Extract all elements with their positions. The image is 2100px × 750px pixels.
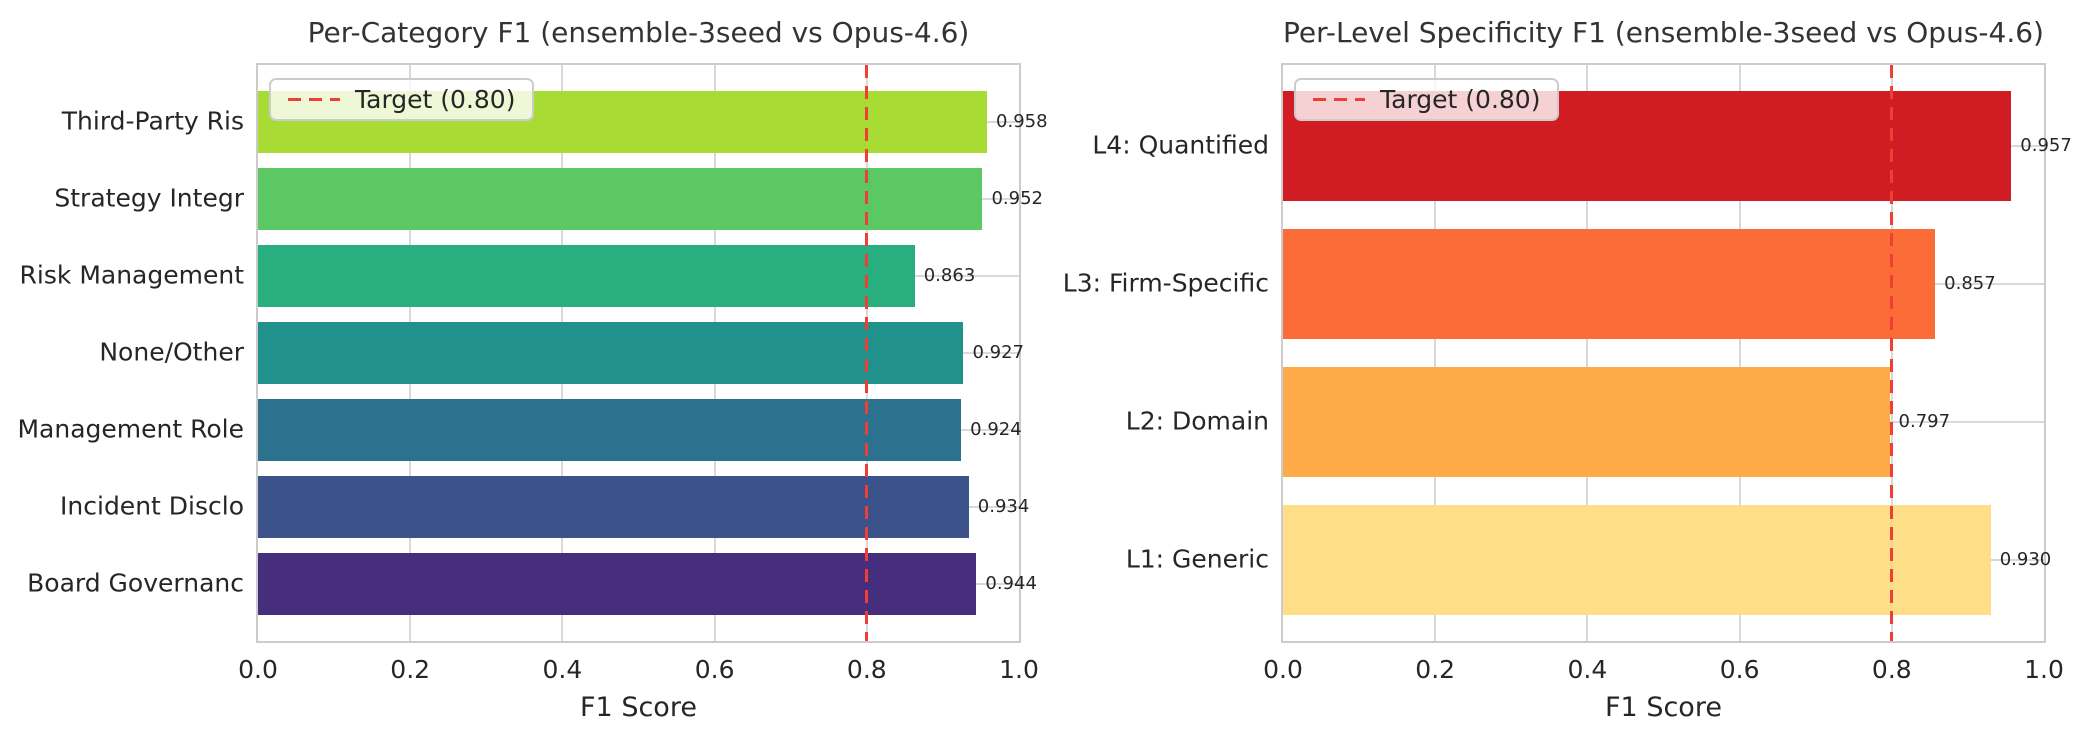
y-tick-label: Incident Disclo <box>60 491 244 521</box>
bar-management-role <box>258 399 962 461</box>
bar-value-label: 0.927 <box>972 342 1024 363</box>
bar-value-label: 0.857 <box>1944 273 1996 295</box>
bar-board-governanc <box>258 553 977 615</box>
bar-l3-firm-specific <box>1283 228 1936 340</box>
plot-area: Target (0.80) 0.958 0.952 0.863 0.927 0.924 0… <box>256 63 1048 643</box>
x-tick-label: 0.6 <box>1719 655 1760 684</box>
bar-incident-disclo <box>258 476 969 538</box>
x-tick-label: 0.0 <box>238 655 278 684</box>
x-axis-label: F1 Score <box>1605 692 1722 723</box>
x-tick-label: 1.0 <box>999 655 1039 684</box>
y-tick-label: Third-Party Ris <box>61 106 244 136</box>
y-tick-label: Risk Management <box>19 260 244 290</box>
bar-value-label: 0.934 <box>977 496 1030 517</box>
legend: Target (0.80) <box>1294 78 1560 121</box>
gridline-x <box>1738 65 1741 641</box>
x-tick-label: 0.4 <box>1567 655 1608 684</box>
bar-value-label: 0.863 <box>923 264 976 286</box>
legend-label: Target (0.80) <box>1380 85 1541 114</box>
y-tick-label: None/Other <box>99 337 244 367</box>
chart-title: Per-Level Specificity F1 (ensemble-3seed… <box>1283 16 2044 49</box>
bar-none-other <box>258 322 964 384</box>
bar-value-label: 0.957 <box>2020 135 2072 157</box>
y-tick-label: Strategy Integr <box>54 183 244 213</box>
y-tick-label: Board Governanc <box>27 568 244 598</box>
target-line <box>1890 65 1894 641</box>
plot-area: Target (0.80) 0.957 0.857 0.797 0.930 <box>1281 63 2072 643</box>
y-tick-label: L1: Generic <box>1125 543 1269 573</box>
legend: Target (0.80) <box>269 78 535 121</box>
bar-value-label: 0.797 <box>1898 410 1951 432</box>
per-category-f1-chart: Per-Category F1 (ensemble-3seed vs Opus-… <box>17 16 1048 723</box>
y-tick-label: Management Role <box>17 414 244 444</box>
x-tick-label: 0.6 <box>694 655 735 684</box>
x-tick-label: 0.2 <box>390 655 431 684</box>
bar-strategy-integr <box>258 168 983 230</box>
x-tick-label: 1.0 <box>2024 655 2064 684</box>
target-dashed-line-icon <box>288 98 340 101</box>
legend-label: Target (0.80) <box>355 85 516 114</box>
x-tick-label: 0.8 <box>846 655 887 684</box>
x-tick-label: 0.0 <box>1263 655 1303 684</box>
bar-value-label: 0.924 <box>970 419 1022 440</box>
per-level-specificity-f1-chart: Per-Level Specificity F1 (ensemble-3seed… <box>1050 0 2100 750</box>
gridline-x <box>1434 65 1437 641</box>
chart-title: Per-Category F1 (ensemble-3seed vs Opus-… <box>307 16 970 49</box>
bar-value-label: 0.958 <box>996 110 1048 132</box>
target-dashed-line-icon <box>1313 98 1365 101</box>
target-line <box>865 65 869 641</box>
gridline-x <box>1586 65 1589 641</box>
y-tick-label: L3: Firm-Specific <box>1062 268 1269 298</box>
bar-value-label: 0.952 <box>991 187 1043 209</box>
bar-value-label: 0.944 <box>985 573 1037 595</box>
y-tick-label: L2: Domain <box>1125 406 1269 436</box>
bar-l1-generic <box>1283 504 1991 615</box>
x-axis-label: F1 Score <box>580 692 697 723</box>
bar-risk-management <box>258 245 915 307</box>
y-tick-label: L4: Quantified <box>1092 130 1269 160</box>
bar-l2-domain <box>1283 366 1890 477</box>
x-tick-label: 0.8 <box>1871 655 1912 684</box>
bar-value-label: 0.930 <box>1999 548 2052 570</box>
x-tick-label: 0.2 <box>1415 655 1456 684</box>
x-tick-label: 0.4 <box>542 655 583 684</box>
